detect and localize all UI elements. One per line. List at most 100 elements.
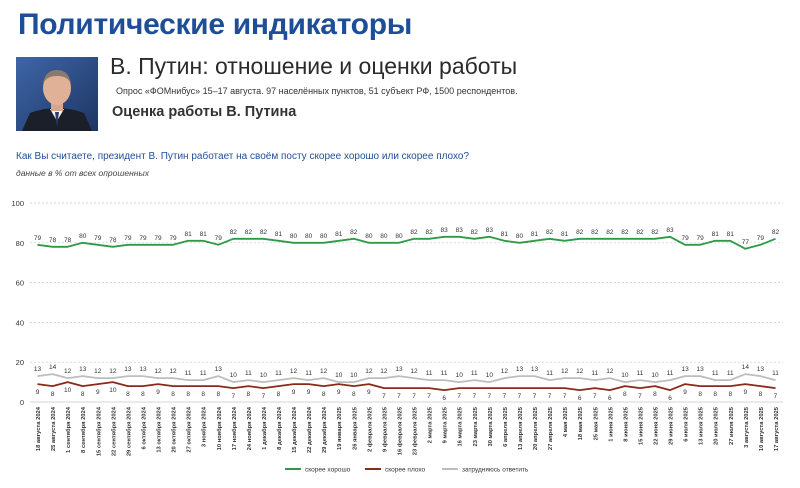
data-label: 81 — [501, 231, 509, 238]
x-tick-label: 13 апреля 2025 — [518, 406, 524, 450]
data-label: 9 — [337, 389, 341, 396]
x-tick-label: 17 ноября 2024 — [231, 406, 238, 450]
x-tick-label: 30 марта 2025 — [488, 406, 494, 446]
survey-info: Опрос «ФОМнибус» 15–17 августа. 97 насел… — [116, 86, 518, 96]
data-label: 9 — [292, 389, 296, 396]
data-label: 82 — [576, 229, 584, 236]
data-label: 8 — [141, 391, 145, 398]
data-label: 8 — [698, 391, 702, 398]
data-label: 12 — [365, 368, 373, 375]
data-label: 11 — [245, 370, 252, 377]
data-label: 8 — [201, 391, 205, 398]
data-label: 7 — [533, 393, 537, 400]
data-label: 12 — [64, 368, 72, 375]
data-label: 10 — [651, 372, 659, 379]
data-label: 8 — [81, 391, 85, 398]
x-tick-label: 2 марта 2025 — [428, 406, 434, 443]
data-label: 8 — [322, 391, 326, 398]
data-label: 11 — [441, 370, 448, 377]
data-label: 13 — [531, 366, 539, 373]
x-tick-label: 23 марта 2025 — [473, 406, 479, 446]
data-label: 83 — [486, 227, 494, 234]
data-label: 79 — [697, 235, 705, 242]
data-label: 12 — [380, 368, 388, 375]
data-label: 11 — [305, 370, 312, 377]
data-label: 10 — [350, 372, 358, 379]
data-label: 80 — [290, 233, 298, 240]
survey-question: Как Вы считаете, президент В. Путин рабо… — [16, 151, 470, 162]
data-label: 8 — [623, 391, 627, 398]
data-label: 8 — [216, 391, 220, 398]
data-label: 8 — [713, 391, 717, 398]
data-label: 10 — [109, 387, 117, 394]
data-label: 79 — [34, 235, 42, 242]
x-tick-label: 1 июня 2025 — [608, 406, 614, 442]
x-tick-label: 6 октября 2024 — [140, 406, 147, 449]
data-label: 7 — [412, 393, 416, 400]
x-tick-label: 23 февраля 2025 — [412, 406, 419, 455]
data-label: 7 — [488, 393, 492, 400]
x-tick-label: 1 сентября 2024 — [65, 406, 72, 453]
x-tick-label: 25 мая 2025 — [593, 406, 599, 440]
data-label: 7 — [397, 393, 401, 400]
data-label: 7 — [457, 393, 461, 400]
data-label: 10 — [260, 372, 268, 379]
data-label: 83 — [456, 227, 464, 234]
legend-label: скорее плохо — [385, 467, 426, 474]
data-label: 7 — [382, 393, 386, 400]
y-tick-label: 40 — [16, 318, 24, 327]
data-label: 80 — [365, 233, 373, 240]
data-label: 9 — [156, 389, 160, 396]
data-label: 78 — [64, 237, 72, 244]
data-label: 11 — [546, 370, 553, 377]
data-label: 12 — [169, 368, 177, 375]
data-label: 83 — [666, 227, 674, 234]
data-label: 11 — [712, 370, 719, 377]
data-label: 8 — [51, 391, 55, 398]
data-label: 79 — [139, 235, 147, 242]
data-label: 11 — [667, 370, 674, 377]
data-label: 13 — [516, 366, 524, 373]
data-label: 12 — [154, 368, 162, 375]
data-label: 13 — [395, 366, 403, 373]
data-label: 80 — [79, 233, 87, 240]
x-tick-label: 8 июня 2025 — [623, 406, 629, 442]
legend-label: скорее хорошо — [305, 467, 351, 474]
data-label: 8 — [759, 391, 763, 398]
legend-label: затрудняюсь ответить — [462, 467, 529, 474]
data-label: 12 — [576, 368, 584, 375]
x-tick-label: 26 января 2025 — [352, 406, 358, 450]
x-tick-label: 25 августа 2024 — [51, 406, 57, 451]
data-label: 11 — [275, 370, 282, 377]
data-label: 7 — [427, 393, 431, 400]
data-label: 13 — [757, 366, 765, 373]
data-label: 81 — [531, 231, 539, 238]
data-label: 82 — [471, 229, 479, 236]
line-chart: 0 20 40 60 80 100 18 августа 2024 25 августа 20… — [11, 199, 783, 474]
series-line — [37, 373, 776, 384]
data-label: 81 — [275, 231, 283, 238]
data-label: 7 — [548, 393, 552, 400]
data-label: 8 — [653, 391, 657, 398]
data-label: 7 — [472, 393, 476, 400]
x-tick-label: 20 октября 2024 — [171, 406, 178, 452]
data-label: 82 — [651, 229, 659, 236]
x-tick-label: 13 июля 2025 — [699, 406, 705, 445]
data-label: 82 — [230, 229, 238, 236]
data-label: 80 — [516, 233, 524, 240]
x-tick-label: 29 июня 2025 — [669, 406, 675, 445]
y-tick-label: 0 — [20, 398, 24, 407]
data-label: 14 — [742, 364, 750, 371]
data-label: 80 — [305, 233, 313, 240]
data-label: 82 — [260, 229, 268, 236]
data-label: 8 — [728, 391, 732, 398]
data-label: 8 — [171, 391, 175, 398]
data-label: 80 — [320, 233, 328, 240]
data-label: 7 — [518, 393, 522, 400]
x-tick-label: 1 декабря 2024 — [261, 406, 268, 450]
x-tick-label: 15 декабря 2024 — [291, 406, 298, 453]
x-tick-label: 3 августа 2025 — [744, 406, 750, 448]
data-label: 11 — [727, 370, 734, 377]
data-label: 79 — [154, 235, 162, 242]
data-label: 10 — [230, 372, 238, 379]
